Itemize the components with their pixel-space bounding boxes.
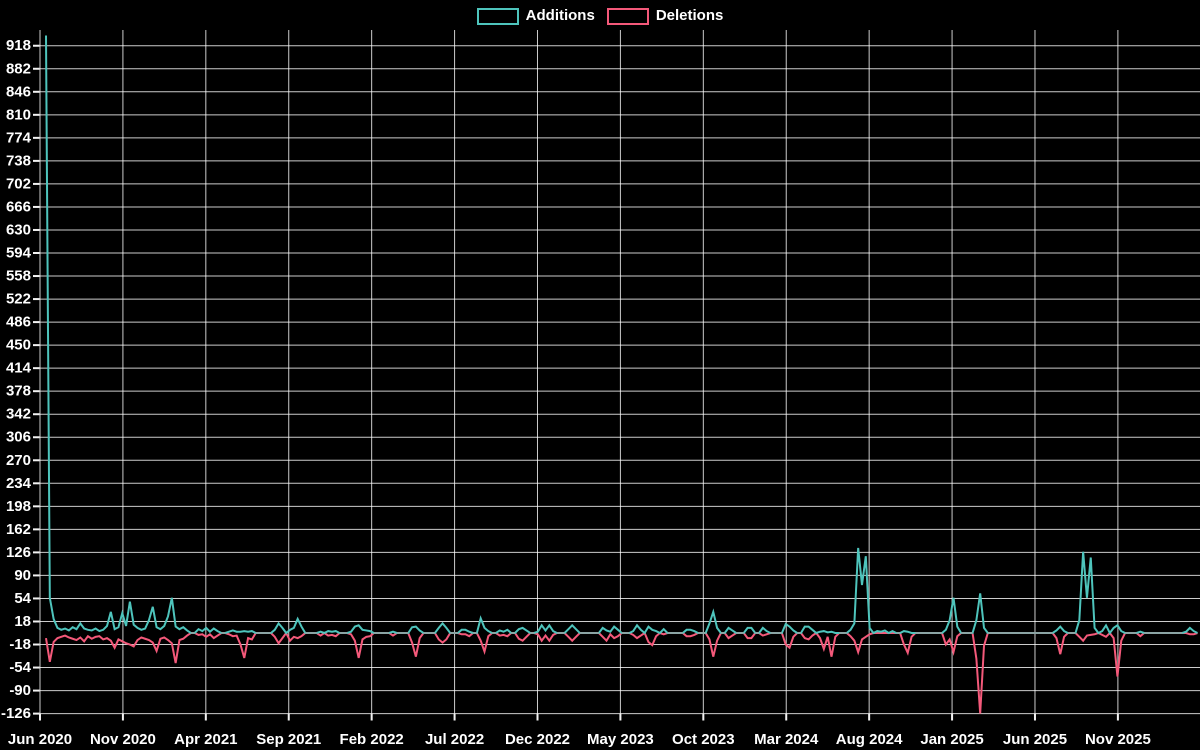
legend-item-additions[interactable]: Additions [476, 7, 595, 25]
x-tick-label: Nov 2020 [90, 731, 156, 748]
y-tick-label: 90 [14, 567, 31, 584]
y-tick-label: 126 [6, 544, 31, 561]
x-tick-label: May 2023 [587, 731, 654, 748]
y-tick-label: 918 [6, 37, 31, 54]
y-tick-label: 630 [6, 221, 31, 238]
y-tick-label: 162 [6, 521, 31, 538]
y-tick-label: 234 [6, 475, 32, 492]
deletions-swatch-icon [606, 7, 649, 25]
x-tick-label: Jun 2025 [1003, 731, 1067, 748]
y-tick-label: -54 [9, 659, 31, 676]
x-tick-label: Aug 2024 [836, 731, 903, 748]
x-tick-label: Jan 2025 [920, 731, 983, 748]
y-tick-label: 774 [6, 129, 32, 146]
chart-legend: Additions Deletions [0, 7, 1200, 25]
additions-swatch-icon [476, 7, 519, 25]
x-tick-label: Oct 2023 [672, 731, 735, 748]
legend-label-additions: Additions [525, 7, 595, 24]
legend-item-deletions[interactable]: Deletions [606, 7, 724, 25]
x-tick-label: Apr 2021 [174, 731, 237, 748]
legend-label-deletions: Deletions [655, 7, 724, 24]
y-tick-label: -126 [1, 705, 31, 722]
y-tick-label: 702 [6, 175, 31, 192]
deletions-line [45, 631, 1198, 714]
x-tick-label: Jun 2020 [8, 731, 72, 748]
x-tick-label: Feb 2022 [340, 731, 404, 748]
y-tick-label: -18 [9, 636, 31, 653]
y-tick-label: 810 [6, 106, 31, 123]
y-tick-label: -90 [9, 682, 31, 699]
x-tick-label: Dec 2022 [505, 731, 570, 748]
y-tick-label: 846 [6, 83, 31, 100]
x-tick-label: Sep 2021 [256, 731, 321, 748]
y-tick-label: 882 [6, 60, 31, 77]
y-tick-label: 666 [6, 198, 31, 215]
x-tick-label: Jul 2022 [425, 731, 484, 748]
y-tick-label: 522 [6, 291, 31, 308]
y-tick-label: 18 [14, 613, 31, 630]
y-tick-label: 54 [14, 590, 31, 607]
y-tick-label: 306 [6, 429, 31, 446]
additions-line [45, 35, 1198, 635]
y-tick-label: 594 [6, 245, 32, 262]
x-tick-label: Nov 2025 [1085, 731, 1151, 748]
y-tick-label: 738 [6, 152, 31, 169]
y-tick-label: 486 [6, 314, 31, 331]
x-tick-label: Mar 2024 [754, 731, 819, 748]
y-tick-label: 378 [6, 383, 31, 400]
y-tick-label: 270 [6, 452, 31, 469]
y-tick-label: 414 [6, 360, 32, 377]
y-tick-label: 342 [6, 406, 31, 423]
y-tick-label: 198 [6, 498, 31, 515]
y-tick-label: 450 [6, 337, 31, 354]
y-tick-label: 558 [6, 268, 31, 285]
